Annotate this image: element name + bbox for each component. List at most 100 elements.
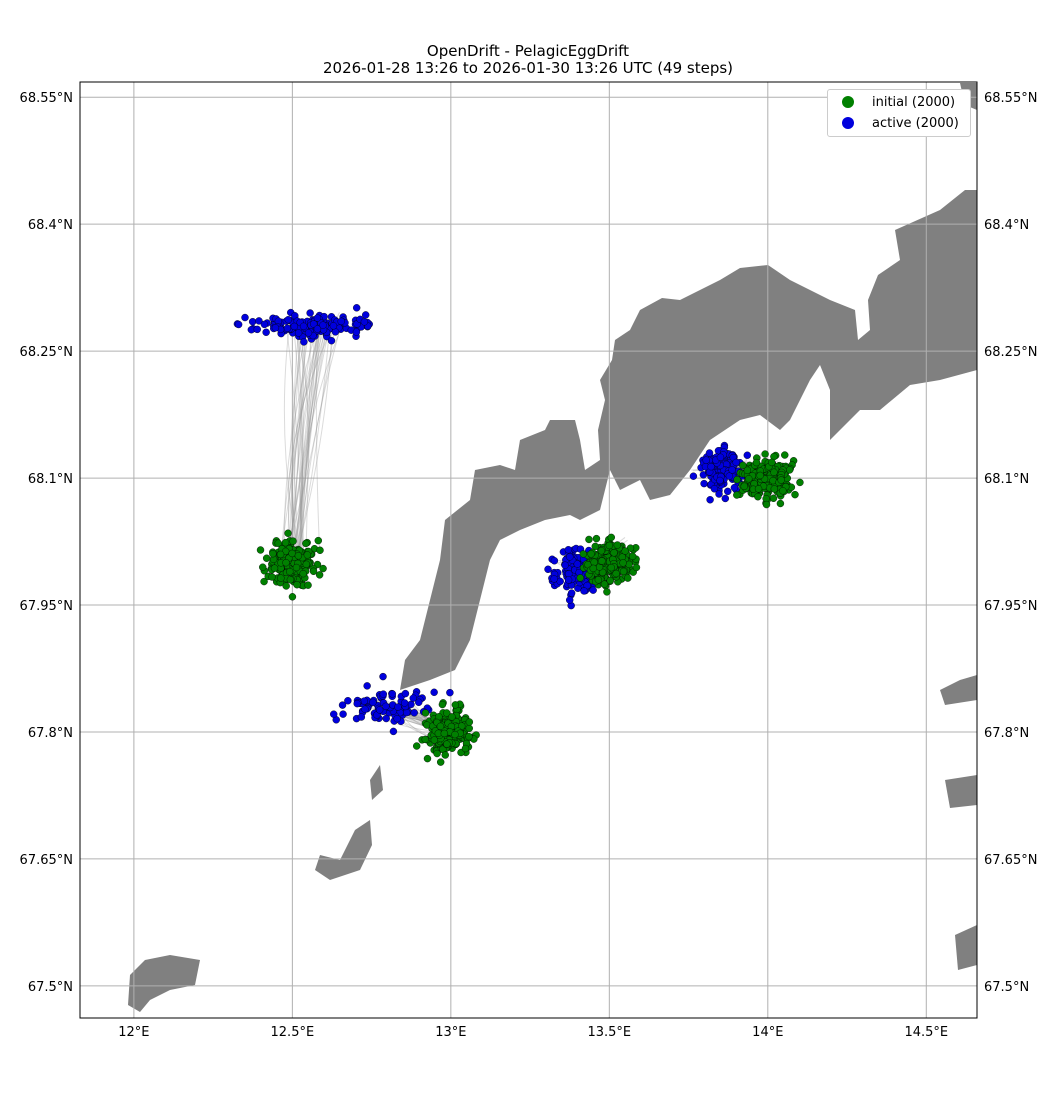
- active-particle: [357, 713, 366, 721]
- initial-particle: [590, 558, 598, 566]
- initial-particle: [770, 468, 778, 476]
- active-particle: [310, 320, 318, 328]
- lat-tick-label-right: 68.25°N: [984, 345, 1037, 360]
- lat-tick-label-right: 68.1°N: [984, 472, 1029, 487]
- active-particle: [353, 699, 361, 708]
- initial-particle: [270, 564, 279, 572]
- active-particle: [700, 479, 708, 488]
- initial-particle: [293, 580, 301, 589]
- initial-particle: [762, 500, 771, 509]
- initial-particle: [451, 730, 459, 739]
- active-particle: [344, 697, 352, 705]
- trajectory-line: [290, 325, 333, 580]
- trajectory-line: [299, 323, 329, 567]
- lat-tick-label-left: 67.65°N: [20, 853, 73, 868]
- initial-particle: [785, 466, 794, 474]
- initial-particle: [761, 450, 769, 458]
- active-particle: [369, 698, 377, 707]
- grid: [80, 82, 977, 1018]
- active-particle: [352, 304, 361, 312]
- active-particle: [262, 328, 270, 336]
- initial-particle: [433, 749, 441, 758]
- trajectory-line: [299, 315, 345, 562]
- initial-particle: [733, 475, 741, 484]
- trajectory-line: [293, 338, 302, 567]
- initial-particle: [587, 550, 595, 558]
- initial-particle: [465, 718, 474, 726]
- initial-particle: [441, 751, 449, 759]
- initial-particle: [585, 535, 593, 544]
- active-particle: [550, 557, 559, 565]
- trajectory-line: [280, 329, 314, 552]
- active-particle: [241, 313, 249, 322]
- active-particle: [313, 325, 322, 333]
- initial-particle: [284, 529, 292, 537]
- initial-particle: [594, 576, 603, 584]
- active-particle: [388, 690, 397, 698]
- initial-particle: [777, 476, 785, 484]
- active-particle: [319, 321, 327, 329]
- lon-tick-label: 12.5°E: [271, 1025, 315, 1040]
- trajectory-line: [293, 329, 328, 551]
- initial-particle: [612, 569, 620, 578]
- initial-particle: [781, 451, 789, 459]
- lon-tick-label: 14.5°E: [904, 1025, 948, 1040]
- trajectory-line: [290, 322, 310, 568]
- active-particle: [567, 589, 576, 597]
- initial-particle: [597, 547, 606, 555]
- trajectory-line: [289, 334, 320, 565]
- lon-tick-label: 13.5°E: [587, 1025, 631, 1040]
- initial-particle: [282, 558, 290, 567]
- lat-tick-label-left: 67.5°N: [28, 980, 73, 995]
- active-particle: [564, 576, 573, 584]
- initial-particle: [619, 567, 628, 576]
- active-particle: [300, 338, 308, 346]
- map-subtitle: 2026-01-28 13:26 to 2026-01-30 13:26 UTC…: [322, 59, 734, 77]
- active-particle: [382, 702, 390, 711]
- land-mass: [400, 190, 977, 690]
- initial-particle: [769, 494, 778, 503]
- initial-particle: [791, 490, 799, 499]
- active-particle: [361, 705, 369, 713]
- lat-tick-label-right: 67.5°N: [984, 980, 1029, 995]
- initial-particle: [413, 742, 421, 750]
- initial-particle: [443, 709, 451, 717]
- active-particle: [400, 699, 409, 707]
- initial-particle: [619, 559, 627, 567]
- lat-tick-label-left: 67.8°N: [28, 726, 73, 741]
- lat-tick-label-left: 67.95°N: [20, 599, 73, 614]
- trajectory-line: [297, 331, 303, 565]
- initial-particle: [288, 593, 297, 601]
- initial-particle: [304, 581, 312, 589]
- active-particle: [715, 490, 723, 498]
- active-particle: [337, 317, 345, 326]
- trajectory-line: [297, 318, 330, 574]
- initial-particle: [754, 493, 762, 501]
- trajectory-line: [291, 327, 322, 538]
- active-particle: [410, 709, 418, 717]
- active-particle: [360, 318, 369, 326]
- initial-particle: [303, 551, 312, 559]
- initial-particle: [294, 552, 303, 560]
- initial-particle: [606, 576, 614, 585]
- active-particle: [732, 458, 740, 467]
- trajectory-line: [299, 317, 324, 560]
- trajectory-line: [290, 326, 309, 564]
- active-particle: [299, 322, 308, 330]
- active-particle: [284, 316, 292, 324]
- initial-particle: [591, 542, 599, 551]
- active-particle: [338, 701, 347, 709]
- active-particle: [393, 714, 401, 723]
- initial-particle: [624, 574, 632, 582]
- initial-particle: [603, 588, 611, 596]
- initial-particle: [745, 475, 753, 483]
- land-mass: [315, 820, 372, 880]
- lat-tick-label-right: 68.55°N: [984, 91, 1037, 106]
- initial-particle: [451, 701, 460, 709]
- active-particle: [689, 472, 698, 480]
- plot-frame: [79, 81, 978, 1019]
- trajectory-line: [294, 329, 330, 571]
- initial-particle: [632, 563, 641, 572]
- trajectory-line: [295, 319, 304, 581]
- initial-particle: [448, 713, 456, 721]
